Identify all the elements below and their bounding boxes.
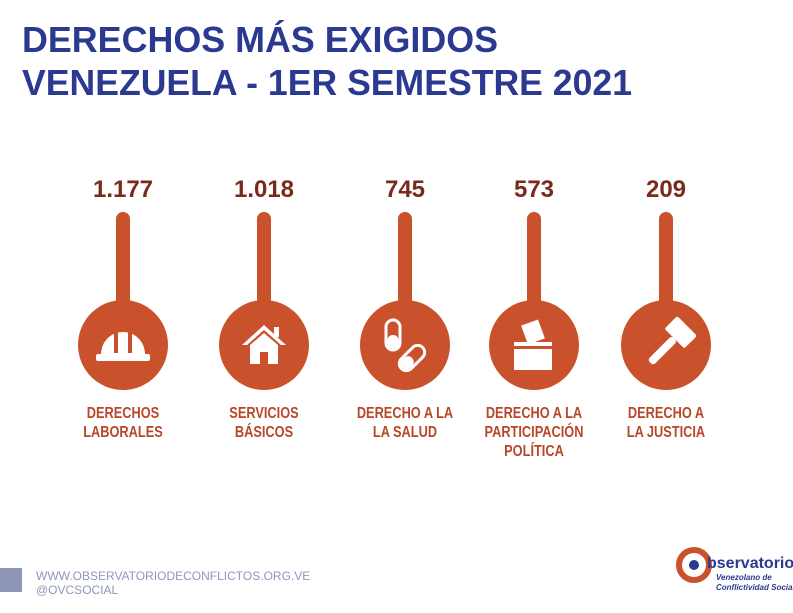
label: DERECHO ALA JUSTICIA [627, 405, 706, 442]
value: 1.018 [234, 176, 294, 203]
value: 209 [646, 176, 686, 203]
icon-circle [360, 300, 450, 390]
icons [96, 316, 697, 373]
handle[interactable]: @OVCSOCIAL [36, 583, 119, 597]
logo: bservatorio Venezolano de Conflictividad… [676, 547, 793, 592]
label-line: PARTICIPACIÓN [485, 422, 584, 442]
label-line: SERVICIOS [229, 405, 299, 423]
house-icon [242, 325, 286, 364]
item: 209 DERECHO ALA JUSTICIA [621, 176, 711, 441]
value: 1.177 [93, 176, 153, 203]
value: 573 [514, 176, 554, 203]
label-line: LA JUSTICIA [627, 424, 706, 442]
pills-icon [384, 318, 427, 373]
stem [659, 212, 673, 312]
logo-line: Conflictividad Social [716, 583, 793, 592]
website[interactable]: WWW.OBSERVATORIODECONFLICTOS.ORG.VE [36, 569, 310, 583]
label-line: DERECHO A LA [357, 405, 454, 423]
logo-line: Venezolano de [716, 573, 772, 582]
title-line: DERECHOS MÁS EXIGIDOS [22, 19, 498, 60]
ballot-icon [514, 319, 552, 370]
title-line: VENEZUELA - 1ER SEMESTRE 2021 [22, 62, 632, 103]
logo-name: bservatorio [707, 555, 793, 572]
gavel-icon [648, 316, 697, 365]
label-line: DERECHO A LA [486, 405, 583, 423]
hard-hat-icon [96, 331, 150, 361]
stem [257, 212, 271, 312]
label-line: BÁSICOS [235, 423, 294, 442]
footer-square [0, 568, 22, 592]
label-line: POLÍTICA [504, 442, 564, 461]
label-line: LABORALES [83, 424, 163, 442]
stem [398, 212, 412, 312]
value: 745 [385, 176, 425, 203]
stem [116, 212, 130, 312]
label-line: DERECHO A [628, 405, 705, 423]
label-line: LA SALUD [373, 424, 437, 442]
stem [527, 212, 541, 312]
label-line: DERECHOS [87, 405, 160, 423]
